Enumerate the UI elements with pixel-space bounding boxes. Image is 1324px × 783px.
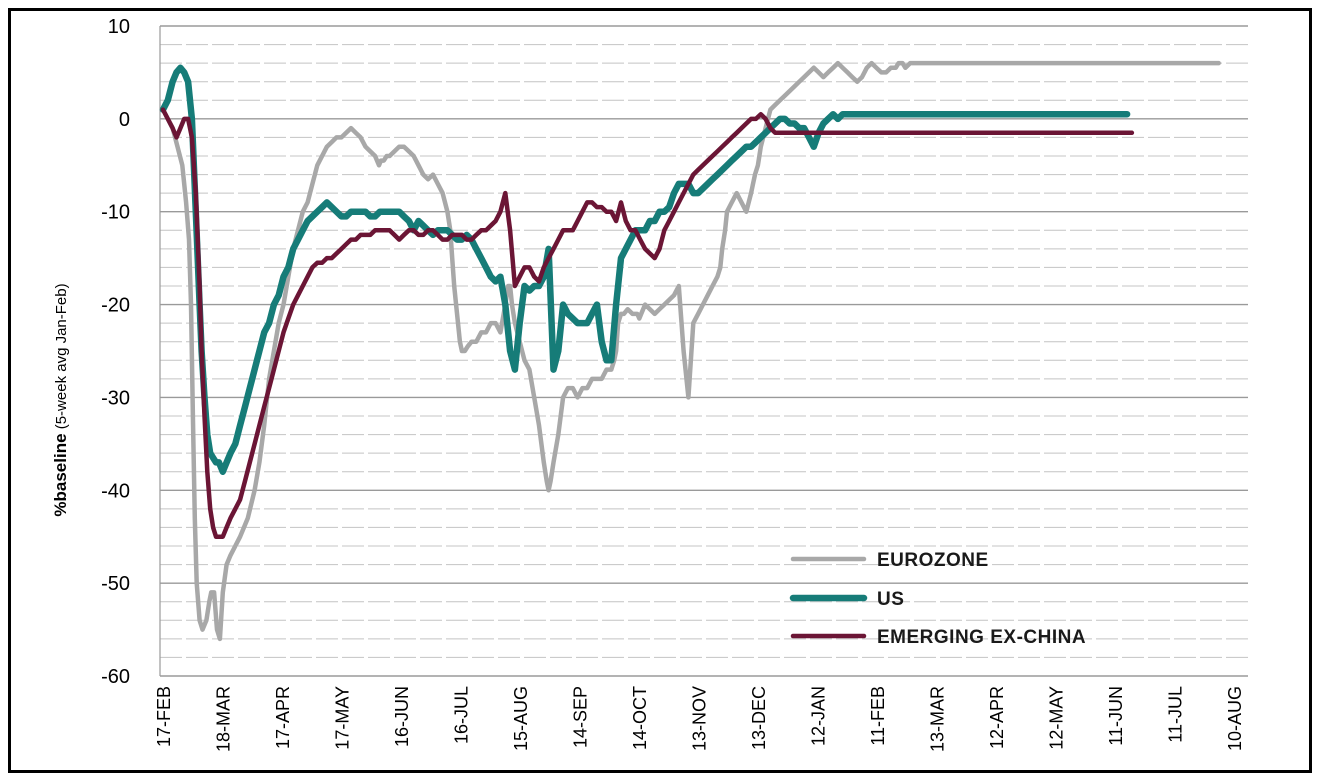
x-tick-label: 18-MAR [214, 686, 234, 752]
y-tick-label: -30 [101, 387, 130, 409]
grid-lines [159, 25, 1248, 677]
y-axis-label-rest: (5-week avg Jan-Feb) [53, 283, 70, 433]
chart-frame [8, 8, 1312, 773]
x-tick-label: 17-APR [273, 686, 293, 749]
series-line-us [159, 64, 1131, 475]
legend: EUROZONE US EMERGING EX-CHINA [789, 550, 1086, 648]
series-line-eurozone [160, 60, 1221, 642]
y-tick-label: -40 [101, 480, 130, 502]
x-tick-label: 12-MAY [1047, 686, 1067, 750]
x-tick-label: 17-FEB [154, 686, 174, 747]
y-axis-label: %baseline (5-week avg Jan-Feb) [51, 283, 70, 516]
x-tick-label: 11-JUN [1106, 686, 1126, 746]
y-tick-label: -50 [101, 573, 130, 595]
y-tick-label: 10 [108, 16, 130, 38]
x-tick-label: 15-AUG [511, 686, 531, 751]
x-axis-ticks: 17-FEB 18-MAR 17-APR 17-MAY 16-JUN 16-JUL 15-A… [154, 686, 1245, 752]
x-tick-label: 13-DEC [749, 686, 769, 750]
y-tick-label: -60 [101, 666, 130, 688]
legend-label: EUROZONE [877, 550, 989, 571]
y-tick-label: 0 [119, 109, 130, 131]
x-tick-label: 13-MAR [928, 686, 948, 752]
x-tick-label: 16-JUL [452, 686, 472, 744]
x-tick-label: 12-JAN [809, 686, 829, 746]
x-tick-label: 10-AUG [1225, 686, 1245, 751]
x-tick-label: 16-JUN [392, 686, 412, 747]
x-tick-label: 13-NOV [690, 686, 710, 751]
y-tick-label: -20 [101, 295, 130, 317]
x-tick-label: 11-JUL [1166, 686, 1186, 743]
x-tick-label: 11-FEB [868, 686, 888, 746]
y-axis-ticks: 10 0 -10 -20 -30 -40 -50 -60 [101, 16, 130, 688]
y-tick-label: -10 [101, 202, 130, 224]
y-axis-label-bold: %baseline [51, 433, 70, 516]
x-tick-label: 14-OCT [630, 686, 650, 750]
legend-label: EMERGING EX-CHINA [877, 627, 1086, 648]
x-tick-label: 14-SEP [571, 686, 591, 748]
x-tick-label: 17-MAY [333, 686, 353, 750]
legend-label: US [877, 589, 904, 610]
series-line-emerging-ex-china [160, 107, 1135, 539]
x-tick-label: 12-APR [987, 686, 1007, 749]
series-lines [159, 60, 1221, 642]
